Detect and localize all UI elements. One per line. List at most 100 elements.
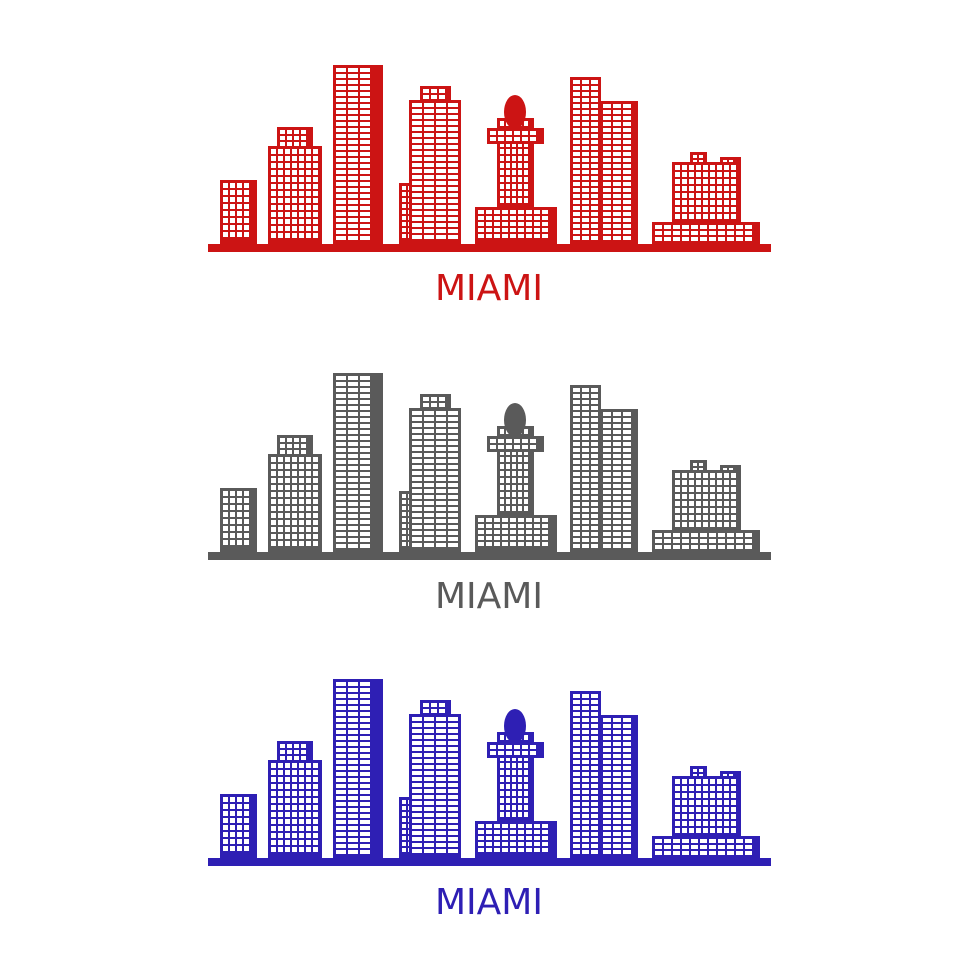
window [522,137,528,141]
window [436,199,446,203]
window [613,206,621,210]
window [412,747,422,751]
window [613,430,621,434]
window [336,170,346,174]
window [301,130,306,134]
window [285,471,290,476]
window [271,457,276,462]
window [582,838,589,842]
window [731,522,736,527]
window [360,406,370,410]
window [613,802,621,806]
window [724,193,729,198]
window [360,212,370,216]
window [237,197,242,202]
window [613,742,621,746]
window [424,819,434,823]
window [299,163,304,168]
window [745,845,752,849]
window [336,730,346,734]
window [717,786,722,791]
window [306,149,311,154]
window [731,786,736,791]
window [710,821,715,826]
window [336,104,346,108]
window [500,485,504,490]
window [623,736,631,740]
window [623,478,631,482]
window [431,703,437,707]
window [424,783,434,787]
window [436,789,446,793]
window [271,212,276,217]
window [360,472,370,476]
window [299,805,304,810]
window [348,472,358,476]
window [448,151,458,155]
window [582,86,589,90]
window [313,205,318,210]
window [603,212,611,216]
window [542,836,548,840]
window [736,231,743,235]
window [292,763,297,768]
window [336,484,346,488]
window [613,766,621,770]
window [573,92,580,96]
window [336,754,346,758]
window [623,484,631,488]
window [573,766,580,770]
window [613,152,621,156]
window [313,233,318,238]
window [582,508,589,512]
window [292,499,297,504]
window [360,760,370,764]
window [486,228,492,232]
window [682,828,687,833]
window [271,163,276,168]
window [675,800,680,805]
window [518,536,524,540]
window [573,484,580,488]
window [424,489,434,493]
window [512,763,516,768]
window [603,134,611,138]
window [526,216,532,220]
window [591,194,598,198]
window [613,224,621,228]
dome [504,403,526,437]
window [336,230,346,234]
window [623,496,631,500]
window [436,825,446,829]
window [348,86,358,90]
window [700,845,707,849]
window [506,812,510,817]
window [306,205,311,210]
window [336,790,346,794]
window [292,212,297,217]
window [313,534,318,539]
window [573,478,580,482]
window [506,163,510,168]
window [301,136,306,140]
window [237,811,242,816]
window [591,430,598,434]
window [524,763,528,768]
window [682,231,689,235]
window [500,198,504,203]
window [731,487,736,492]
window [613,418,621,422]
window [436,139,446,143]
window [717,473,722,478]
window [412,145,422,149]
window [727,539,734,543]
window [360,442,370,446]
window [285,812,290,817]
window [582,484,589,488]
window [524,798,528,803]
window [603,200,611,204]
window [573,182,580,186]
window [237,526,242,531]
window [348,700,358,704]
window [336,826,346,830]
